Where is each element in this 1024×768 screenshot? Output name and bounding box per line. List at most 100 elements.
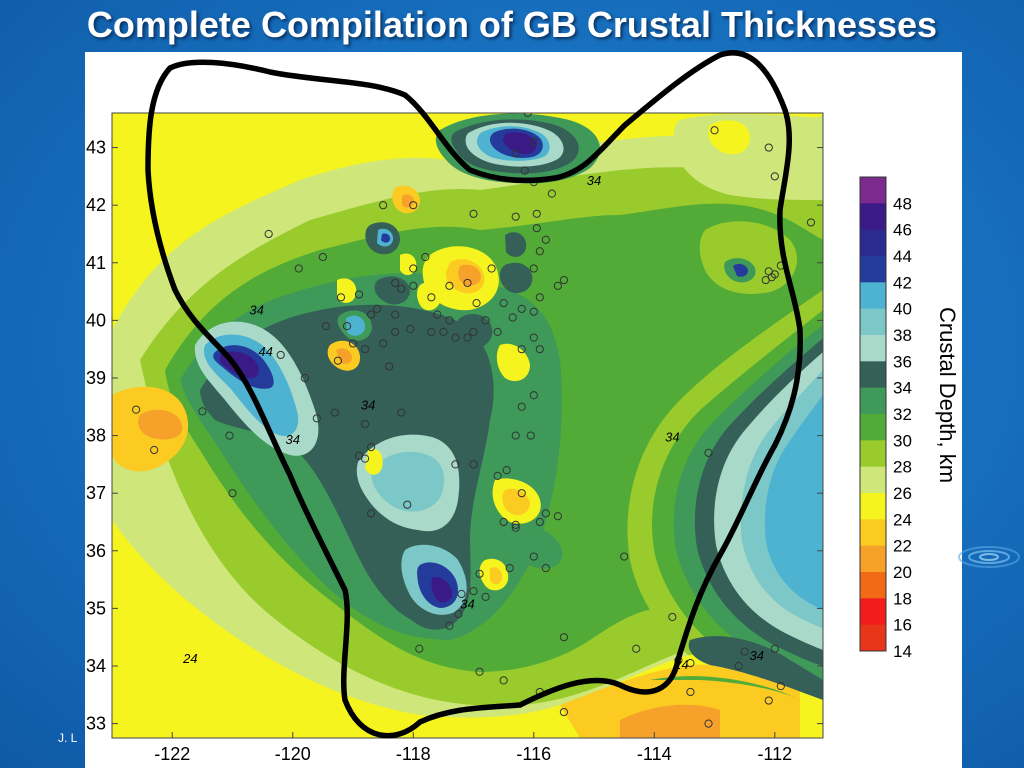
station-point	[454, 610, 463, 619]
station-point	[620, 552, 629, 561]
station-point	[523, 113, 532, 118]
station-point	[360, 419, 370, 429]
contour-label: 34	[587, 173, 601, 188]
station-point	[535, 345, 544, 354]
station-point	[264, 229, 273, 239]
station-point	[469, 209, 478, 218]
water-ripple-decoration	[958, 546, 1020, 568]
station-point	[520, 166, 529, 175]
colorbar-tick-label: 34	[893, 379, 912, 398]
x-tick-label: -114	[637, 744, 672, 764]
station-point	[403, 500, 412, 509]
station-point	[806, 218, 816, 227]
colorbar-tick-label: 44	[893, 247, 912, 266]
station-point	[511, 520, 520, 529]
y-tick-label: 39	[86, 368, 106, 388]
station-point	[704, 448, 713, 457]
station-point	[373, 304, 382, 313]
colorbar-tick-label: 36	[893, 352, 912, 371]
station-point	[481, 592, 490, 601]
colorbar-swatch	[860, 414, 886, 441]
colorbar-swatch	[860, 598, 886, 626]
station-point	[348, 339, 358, 348]
colorbar-tick-label: 32	[893, 405, 912, 424]
x-tick-label: -112	[757, 744, 792, 764]
colorbar-tick-label: 18	[893, 589, 912, 608]
station-point	[505, 563, 514, 573]
station-point	[532, 209, 541, 218]
colorbar-tick-label: 30	[893, 431, 912, 450]
y-tick-label: 34	[86, 656, 106, 676]
station-point	[439, 327, 448, 336]
contour-label: 34	[665, 429, 679, 444]
station-point	[517, 489, 526, 498]
colorbar-swatch	[860, 335, 886, 362]
station-point	[511, 149, 520, 158]
colorbar-tick-label: 14	[893, 642, 912, 661]
station-point	[553, 512, 562, 521]
station-point	[132, 405, 141, 414]
station-point	[686, 687, 695, 697]
x-axis-ticks: -122 -120 -118 -116 -114 -112	[154, 732, 792, 764]
station-point	[499, 676, 508, 685]
station-point	[529, 552, 538, 561]
x-tick-label: -118	[396, 744, 431, 764]
station-point	[451, 460, 460, 469]
station-point	[421, 252, 430, 262]
colorbar-tick-label: 26	[893, 484, 912, 503]
station-point	[469, 587, 478, 596]
station-point	[321, 322, 331, 331]
station-point	[541, 235, 550, 244]
x-tick-label: -116	[516, 744, 551, 764]
y-tick-label: 37	[86, 483, 106, 503]
station-point	[366, 509, 376, 518]
station-point	[770, 172, 779, 181]
station-point	[553, 281, 562, 290]
colorbar-tick-label: 48	[893, 194, 912, 213]
station-point	[276, 350, 285, 360]
colorbar-swatch	[860, 361, 886, 389]
station-point	[379, 201, 388, 210]
contour-field	[112, 113, 823, 738]
station-point	[740, 647, 749, 656]
colorbar-swatch	[860, 572, 886, 599]
credit-text: J. L	[58, 731, 78, 745]
colorbar-tick-label: 28	[893, 458, 912, 477]
colorbar-tick-label: 16	[893, 616, 912, 635]
station-point	[333, 356, 343, 365]
station-point	[475, 569, 484, 578]
station-point	[526, 431, 535, 440]
station-point	[445, 621, 454, 630]
station-point	[354, 290, 364, 299]
station-point	[535, 293, 544, 302]
y-axis-ticks: 33 34 35 36 37 38 39 40 41 42 43	[86, 138, 823, 734]
station-point	[385, 362, 394, 371]
colorbar-label: Crustal Depth, km	[935, 307, 960, 483]
station-point	[463, 333, 472, 342]
station-point	[391, 278, 400, 288]
colorbar-swatch	[860, 493, 886, 520]
y-tick-label: 40	[86, 310, 106, 330]
y-tick-label: 35	[86, 598, 106, 618]
station-point	[668, 612, 677, 622]
station-point	[529, 264, 538, 273]
station-point	[294, 264, 303, 273]
station-point	[433, 310, 442, 319]
station-point	[529, 137, 538, 146]
station-point	[532, 224, 541, 233]
station-point	[764, 143, 773, 152]
station-point	[391, 310, 400, 319]
y-tick-label: 43	[86, 138, 106, 158]
station-point	[734, 661, 743, 671]
station-point	[198, 407, 207, 416]
station-point	[336, 293, 346, 302]
station-point	[463, 278, 472, 288]
colorbar-swatch	[860, 282, 886, 310]
colorbar-swatch	[860, 545, 886, 573]
station-point	[529, 307, 538, 316]
station-point	[342, 322, 352, 331]
station-point	[776, 682, 785, 691]
colorbar-tick-label: 40	[893, 300, 912, 319]
